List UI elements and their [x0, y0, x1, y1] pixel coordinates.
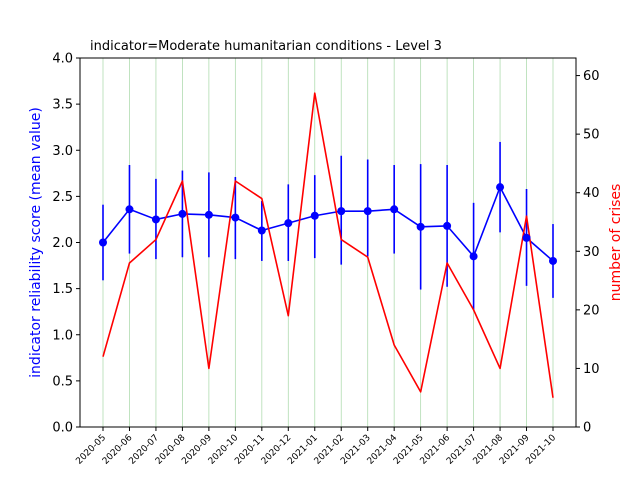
crises-count-line — [102, 92, 554, 398]
y-axis-title: indicator reliability score (mean value) — [28, 107, 44, 378]
y-tick-label: 3.5 — [52, 98, 73, 113]
data-point — [204, 210, 213, 219]
reliability-score-line — [102, 186, 554, 262]
y-tick-label: 0.5 — [52, 374, 73, 389]
y2-tick-label: 60 — [583, 69, 600, 84]
y2-tick-label: 40 — [583, 186, 600, 201]
data-point — [469, 252, 478, 261]
data-point — [496, 183, 505, 192]
y-tick-label: 2.5 — [52, 190, 73, 205]
data-point — [337, 207, 346, 216]
data-point — [178, 209, 187, 218]
y2-tick-label: 20 — [583, 303, 600, 318]
series-points — [99, 183, 557, 265]
y-tick-label: 0.0 — [52, 421, 73, 436]
y-tick-label: 3.0 — [52, 144, 73, 159]
y-tick-label: 4.0 — [52, 52, 73, 67]
data-point — [443, 221, 452, 230]
data-point — [522, 233, 531, 242]
y-tick-label: 1.0 — [52, 328, 73, 343]
data-point — [416, 222, 425, 231]
data-point — [363, 207, 372, 216]
y2-tick-label: 10 — [583, 362, 600, 377]
chart-title: indicator=Moderate humanitarian conditio… — [90, 39, 442, 54]
y2-tick-label: 30 — [583, 245, 600, 260]
y-axis-left: 0.0 0.5 1.0 1.5 2.0 2.5 3.0 3.5 4.0 — [52, 52, 80, 436]
y2-tick-label: 0 — [583, 421, 591, 436]
data-point — [549, 256, 557, 265]
data-point — [310, 211, 319, 220]
data-point — [257, 226, 266, 235]
data-point — [125, 205, 134, 214]
y2-tick-label: 50 — [583, 128, 600, 143]
y-tick-label: 1.5 — [52, 282, 73, 297]
series-lines — [102, 92, 554, 398]
data-point — [99, 238, 107, 247]
data-point — [231, 213, 240, 222]
data-point — [284, 219, 293, 228]
y2-axis-title: number of crises — [608, 184, 624, 302]
y-tick-label: 2.0 — [52, 236, 73, 251]
data-point — [151, 215, 160, 224]
y-axis-right: 0 10 20 30 40 50 60 — [576, 69, 600, 436]
data-point — [390, 205, 399, 214]
